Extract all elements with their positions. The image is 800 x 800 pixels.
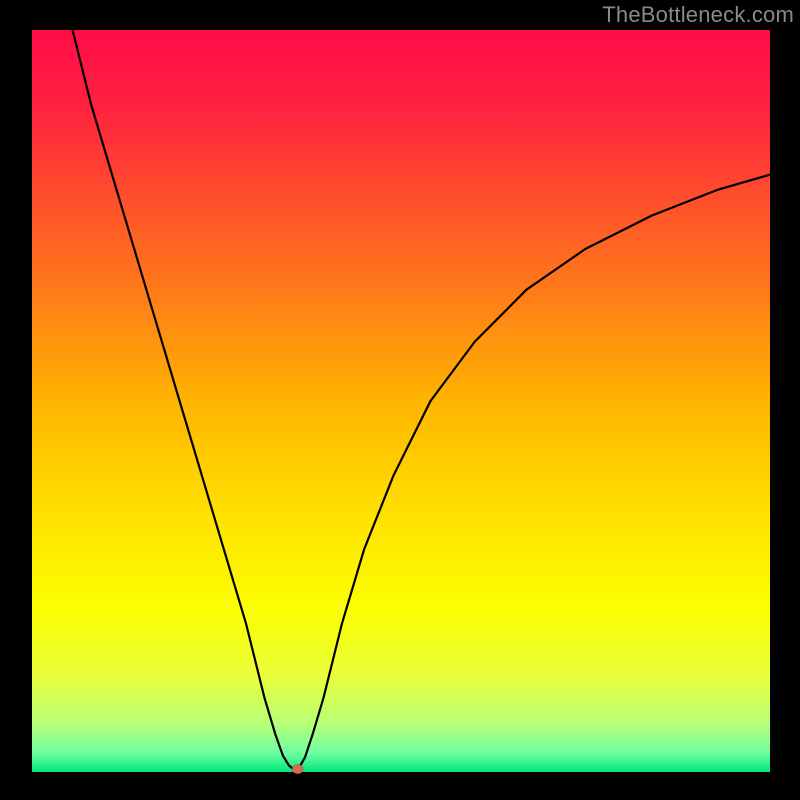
watermark-text: TheBottleneck.com xyxy=(602,2,794,28)
plot-background-gradient xyxy=(32,30,770,772)
bottleneck-chart xyxy=(0,0,800,800)
optimal-point-marker xyxy=(292,765,303,774)
chart-container: TheBottleneck.com xyxy=(0,0,800,800)
